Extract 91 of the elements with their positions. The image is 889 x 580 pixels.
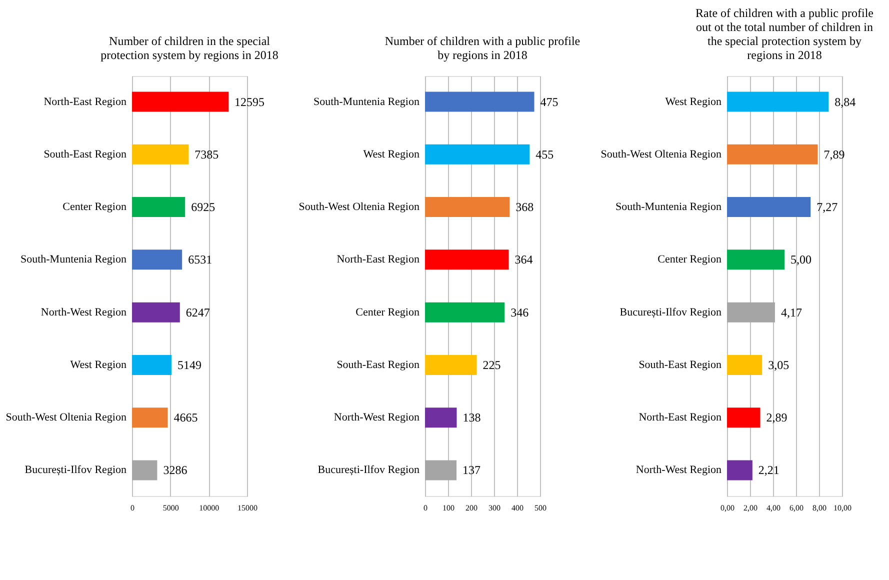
bar	[727, 197, 811, 218]
data-label: 6247	[186, 305, 210, 320]
bar	[132, 354, 172, 375]
bar	[727, 144, 818, 164]
x-tick-label: 6,00	[790, 504, 804, 512]
bar	[132, 197, 186, 218]
bar	[425, 197, 510, 218]
bar	[425, 92, 534, 112]
data-label: 3286	[163, 463, 188, 478]
y-tick-label: București-Ilfov Region	[318, 464, 420, 476]
chart-title: Number of children with a public profile by regions in 2018	[384, 34, 580, 62]
y-tick-label: South-East Region	[638, 358, 722, 371]
y-tick-label: South-East Region	[44, 148, 127, 160]
y-tick-label: București-Ilfov Region	[24, 464, 127, 476]
y-tick-label: Center Region	[62, 201, 127, 214]
bar	[132, 460, 158, 480]
bar	[425, 302, 505, 322]
y-tick-label: West Region	[70, 358, 127, 371]
bar	[727, 250, 784, 270]
data-label: 4665	[174, 410, 198, 425]
y-tick-label: South-West Oltenia Region	[298, 201, 420, 214]
x-tick-label: 500	[534, 504, 546, 512]
data-label: 2,21	[758, 463, 780, 478]
y-tick-label: North-West Region	[40, 306, 127, 318]
y-tick-label: București-Ilfov Region	[620, 306, 722, 318]
y-tick-label: West Region	[363, 148, 420, 160]
y-tick-label: North-East Region	[638, 412, 722, 424]
x-tick-label: 100	[442, 504, 454, 512]
bar	[727, 354, 762, 375]
data-label: 7,27	[816, 200, 838, 214]
bar	[132, 144, 189, 164]
bar	[727, 92, 829, 112]
y-tick-label: North-East Region	[336, 254, 420, 266]
chart-title: Number of children in the special protection system by regions in 2018	[100, 34, 278, 62]
data-label: 137	[462, 463, 481, 478]
data-label: 12595	[234, 94, 265, 109]
data-label: 455	[536, 147, 554, 162]
data-label: 138	[462, 410, 481, 425]
y-tick-label: Center Region	[658, 254, 722, 266]
y-tick-label: Center Region	[356, 306, 420, 318]
bar	[727, 302, 775, 322]
y-tick-label: North-East Region	[44, 96, 127, 108]
x-tick-label: 200	[466, 504, 478, 512]
bar	[132, 250, 182, 270]
y-tick-label: South-West Oltenia Region	[600, 148, 722, 160]
chart-title: Rate of children with a public profile out ot the total number of children in the special protection system by regions in 2018	[696, 6, 874, 62]
data-label: 3,05	[768, 358, 790, 372]
x-tick-label: 300	[488, 504, 500, 512]
data-label: 2,89	[766, 410, 788, 425]
bar	[132, 302, 180, 322]
data-label: 346	[510, 305, 529, 320]
y-tick-label: South-East Region	[336, 358, 420, 371]
bar	[425, 460, 457, 480]
y-tick-label: South-Muntenia Region	[615, 201, 722, 214]
y-tick-label: South-Muntenia Region	[20, 254, 127, 266]
bar	[727, 408, 760, 428]
x-tick-label: 10000	[199, 504, 220, 512]
bar	[425, 408, 457, 428]
bar	[727, 460, 752, 480]
data-label: 475	[540, 94, 558, 109]
data-label: 5149	[177, 358, 202, 372]
data-label: 225	[482, 358, 501, 372]
x-tick-label: 0	[130, 504, 134, 512]
data-label: 7,89	[824, 147, 845, 162]
data-label: 7385	[194, 147, 219, 162]
y-tick-label: South-West Oltenia Region	[6, 412, 127, 424]
data-label: 5,00	[790, 252, 812, 267]
bar	[132, 92, 229, 112]
data-label: 6925	[191, 200, 216, 214]
bar	[132, 408, 168, 428]
bar	[425, 144, 530, 164]
y-tick-label: West Region	[665, 96, 722, 108]
bar	[425, 354, 477, 375]
x-tick-label: 15000	[238, 504, 258, 512]
x-tick-label: 10,00	[834, 504, 852, 512]
data-label: 364	[514, 252, 533, 267]
x-tick-label: 8,00	[812, 504, 826, 512]
data-label: 6531	[188, 252, 212, 267]
y-tick-label: North-West Region	[636, 464, 722, 476]
bar	[425, 250, 509, 270]
x-tick-label: 0	[424, 504, 428, 512]
x-tick-label: 0,00	[720, 504, 734, 512]
x-tick-label: 400	[512, 504, 524, 512]
y-tick-label: South-Muntenia Region	[313, 96, 420, 108]
x-tick-label: 2,00	[744, 504, 758, 512]
data-label: 368	[516, 200, 534, 214]
data-label: 8,84	[834, 94, 856, 109]
x-tick-label: 5000	[162, 504, 179, 512]
data-label: 4,17	[780, 305, 802, 320]
x-tick-label: 4,00	[766, 504, 780, 512]
y-tick-label: North-West Region	[334, 412, 420, 424]
